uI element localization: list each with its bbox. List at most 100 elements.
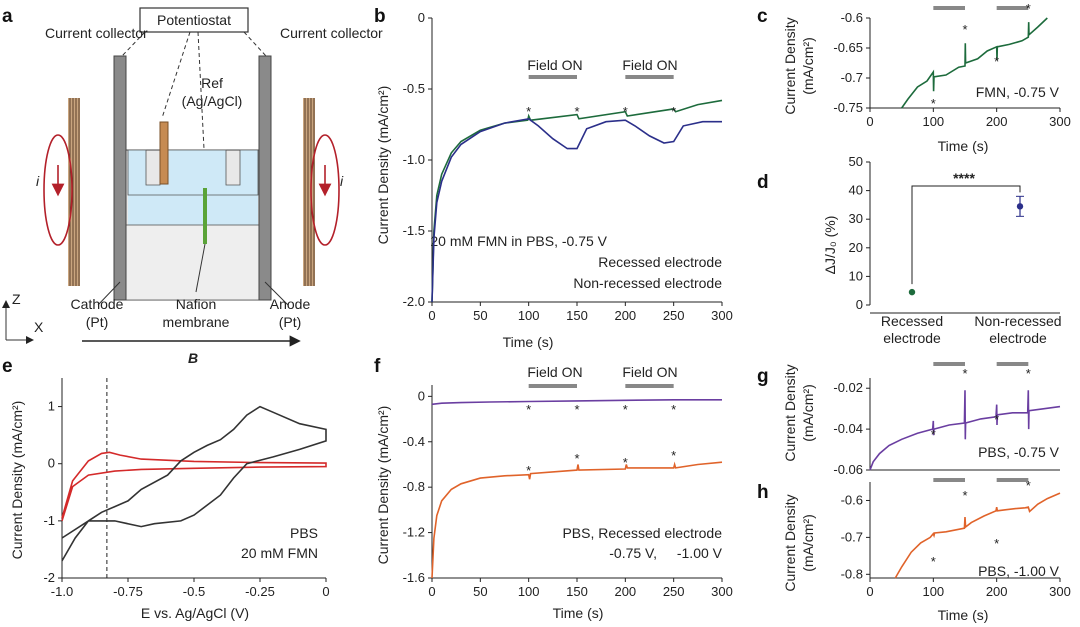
g-marker: * (931, 427, 936, 442)
current-collector-label-right: Current collector (280, 25, 383, 41)
coil-left (68, 98, 80, 286)
nafion-label-1: Nafion (176, 296, 216, 312)
h-ytick-label: -0.8 (841, 566, 863, 581)
c-xtick-label: 300 (1049, 114, 1071, 129)
anode-label-1: Anode (270, 296, 311, 312)
b-marker: * (671, 104, 676, 119)
lead-right (243, 31, 267, 57)
b-legend-nonrecessed: Non-recessed electrode (573, 275, 722, 291)
f-marker: * (574, 402, 579, 417)
h-annotation: PBS, -1.00 V (978, 563, 1060, 579)
b-series-line (431, 117, 722, 303)
ref-label-2: (Ag/AgCl) (182, 93, 243, 109)
panel-letter-a: a (2, 6, 13, 27)
d-ytick-label: 10 (849, 268, 863, 283)
c-xtick-label: 100 (922, 114, 944, 129)
b-xtick-label: 250 (663, 308, 685, 323)
f-marker: * (526, 463, 531, 478)
electrolyte (128, 195, 258, 225)
g-ylabel-2: (mA/cm²) (800, 384, 816, 442)
g-ytick-label: -0.06 (833, 462, 863, 477)
b-xtick-label: 0 (428, 308, 435, 323)
f-xtick-label: 0 (428, 584, 435, 599)
h-series-line (894, 492, 1061, 579)
c-ytick-label: -0.6 (841, 10, 863, 25)
d-ytick-label: 0 (856, 297, 863, 312)
b-marker: * (574, 104, 579, 119)
h-ylabel-1: Current Density (782, 494, 798, 591)
d-category-1-line2: electrode (883, 330, 941, 346)
current-collector-right (258, 55, 272, 301)
c-ytick-label: -0.65 (833, 40, 863, 55)
e-xtick-label: -0.5 (183, 584, 205, 599)
b-ylabel: Current Density (mA/cm²) (375, 86, 391, 245)
b-xtick-label: 150 (566, 308, 588, 323)
e-ylabel: Current Density (mA/cm²) (9, 401, 25, 560)
f-ytick-label: 0 (418, 388, 425, 403)
f-ylabel: Current Density (mA/cm²) (375, 406, 391, 565)
anode-pointer (264, 281, 289, 306)
e-ytick-label: -1 (43, 513, 55, 528)
h-xlabel: Time (s) (938, 607, 989, 623)
panel-letter-f: f (374, 356, 381, 377)
cathode-label-1: Cathode (71, 296, 124, 312)
b-field-label: B (188, 350, 198, 366)
schematic: Potentiostat Current collector Current c… (2, 7, 383, 366)
c-marker: * (994, 54, 999, 69)
ref-label-1: Ref (201, 75, 223, 91)
current-symbol-left: i (36, 173, 40, 189)
cathode-pointer (97, 281, 121, 306)
d-significance: **** (953, 170, 975, 186)
e-xtick-label: -0.75 (113, 584, 143, 599)
c-ytick-label: -0.75 (833, 100, 863, 115)
e-xtick-label: 0 (322, 584, 329, 599)
c-marker: * (931, 96, 936, 111)
b-field-on-1: Field ON (527, 57, 582, 73)
h-ylabel-2: (mA/cm²) (800, 514, 816, 572)
d-category-1-line1: Recessed (881, 313, 943, 329)
f-marker: * (623, 455, 628, 470)
current-loop-right (310, 134, 340, 246)
c-xtick-label: 0 (866, 114, 873, 129)
b-field-on-2: Field ON (622, 57, 677, 73)
potentiostat-box (139, 7, 249, 33)
current-symbol-right: i (340, 173, 344, 189)
c-annotation: FMN, -0.75 V (976, 84, 1060, 100)
c-xlabel: Time (s) (938, 138, 989, 154)
f-xtick-label: 100 (518, 584, 540, 599)
c-series-line (901, 17, 1048, 109)
c-marker: * (962, 22, 967, 37)
f-xtick-label: 300 (711, 584, 733, 599)
b-series-line (431, 99, 723, 303)
chart-marks: 0-0.5-1.0-1.5-2.00 50 100 150 200 250 300* * * *-… (43, 1, 1070, 599)
f-marker: * (671, 448, 676, 463)
f-ytick-label: -0.8 (403, 479, 425, 494)
lead-left (121, 31, 146, 57)
f-marker: * (671, 402, 676, 417)
f-marker: * (574, 451, 579, 466)
h-marker: * (994, 536, 999, 551)
f-field-on-2: Field ON (622, 364, 677, 380)
z-axis-label: Z (12, 291, 21, 307)
anode-label-2: (Pt) (279, 314, 302, 330)
h-marker: * (931, 554, 936, 569)
d-point (908, 288, 916, 296)
e-xtick-label: -1.0 (51, 584, 73, 599)
f-ytick-label: -1.6 (403, 570, 425, 585)
reference-electrode (159, 121, 169, 185)
b-ytick-label: -1.5 (403, 223, 425, 238)
d-ytick-label: 20 (849, 240, 863, 255)
e-ytick-label: -2 (43, 570, 55, 585)
f-marker: * (526, 402, 531, 417)
g-ytick-label: -0.04 (833, 421, 863, 436)
f-ytick-label: -1.2 (403, 525, 425, 540)
current-loop-left (43, 134, 73, 246)
d-ylabel: ΔJ/J₀ (%) (822, 216, 838, 275)
d-ytick-label: 40 (849, 183, 863, 198)
g-ytick-label: -0.02 (833, 380, 863, 395)
e-series-line (61, 451, 327, 522)
c-ytick-label: -0.7 (841, 70, 863, 85)
e-xlabel: E vs. Ag/AgCl (V) (141, 605, 249, 621)
f-legend-purple: -0.75 V, (609, 545, 657, 561)
b-xtick-label: 100 (518, 308, 540, 323)
